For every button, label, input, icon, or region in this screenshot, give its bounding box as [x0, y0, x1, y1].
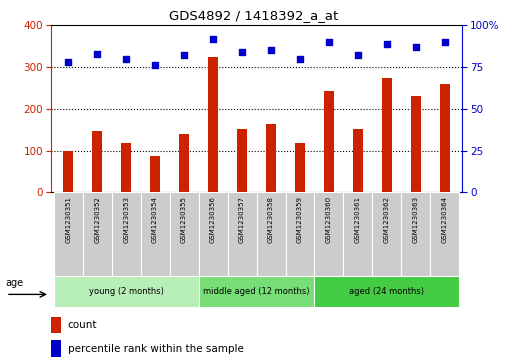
- Bar: [372, 192, 401, 276]
- Bar: [51, 317, 61, 333]
- Bar: [257, 192, 285, 276]
- Bar: [208, 57, 218, 192]
- Bar: [199, 192, 228, 276]
- Text: GSM1230359: GSM1230359: [297, 196, 303, 243]
- Point: [238, 49, 246, 55]
- Bar: [382, 78, 392, 192]
- Bar: [324, 91, 334, 192]
- Text: age: age: [5, 278, 23, 287]
- Text: GSM1230362: GSM1230362: [384, 196, 390, 243]
- Point: [209, 36, 217, 42]
- Point: [441, 39, 449, 45]
- Text: GSM1230352: GSM1230352: [94, 196, 100, 242]
- Text: young (2 months): young (2 months): [89, 287, 164, 296]
- Point: [296, 56, 304, 62]
- Point: [383, 41, 391, 47]
- Point: [64, 59, 72, 65]
- Point: [151, 62, 159, 68]
- Point: [93, 51, 101, 57]
- Text: GSM1230357: GSM1230357: [239, 196, 245, 243]
- Bar: [440, 84, 450, 192]
- Bar: [150, 156, 160, 192]
- Text: GSM1230364: GSM1230364: [442, 196, 448, 243]
- Text: GDS4892 / 1418392_a_at: GDS4892 / 1418392_a_at: [169, 9, 339, 22]
- Bar: [179, 134, 189, 192]
- Bar: [353, 129, 363, 192]
- Bar: [92, 131, 102, 192]
- Bar: [237, 129, 247, 192]
- Bar: [170, 192, 199, 276]
- Bar: [411, 96, 421, 192]
- Point: [412, 44, 420, 50]
- Bar: [83, 192, 112, 276]
- Bar: [63, 151, 73, 192]
- Text: GSM1230363: GSM1230363: [413, 196, 419, 243]
- Bar: [295, 143, 305, 192]
- Bar: [314, 276, 459, 307]
- Bar: [285, 192, 314, 276]
- Bar: [121, 143, 131, 192]
- Bar: [54, 192, 83, 276]
- Bar: [51, 340, 61, 357]
- Point: [267, 48, 275, 53]
- Text: GSM1230360: GSM1230360: [326, 196, 332, 243]
- Bar: [54, 276, 199, 307]
- Bar: [430, 192, 459, 276]
- Text: percentile rank within the sample: percentile rank within the sample: [68, 344, 243, 354]
- Text: GSM1230353: GSM1230353: [123, 196, 129, 243]
- Point: [122, 56, 130, 62]
- Text: GSM1230351: GSM1230351: [65, 196, 71, 243]
- Bar: [112, 192, 141, 276]
- Text: GSM1230356: GSM1230356: [210, 196, 216, 243]
- Text: GSM1230358: GSM1230358: [268, 196, 274, 243]
- Text: count: count: [68, 321, 97, 330]
- Bar: [141, 192, 170, 276]
- Text: middle aged (12 months): middle aged (12 months): [203, 287, 310, 296]
- Text: aged (24 months): aged (24 months): [350, 287, 425, 296]
- Bar: [401, 192, 430, 276]
- Point: [180, 53, 188, 58]
- Point: [354, 53, 362, 58]
- Text: GSM1230354: GSM1230354: [152, 196, 158, 242]
- Bar: [228, 192, 257, 276]
- Text: GSM1230355: GSM1230355: [181, 196, 187, 242]
- Bar: [343, 192, 372, 276]
- Text: GSM1230361: GSM1230361: [355, 196, 361, 243]
- Point: [325, 39, 333, 45]
- Bar: [314, 192, 343, 276]
- Bar: [199, 276, 314, 307]
- Bar: [266, 123, 276, 192]
